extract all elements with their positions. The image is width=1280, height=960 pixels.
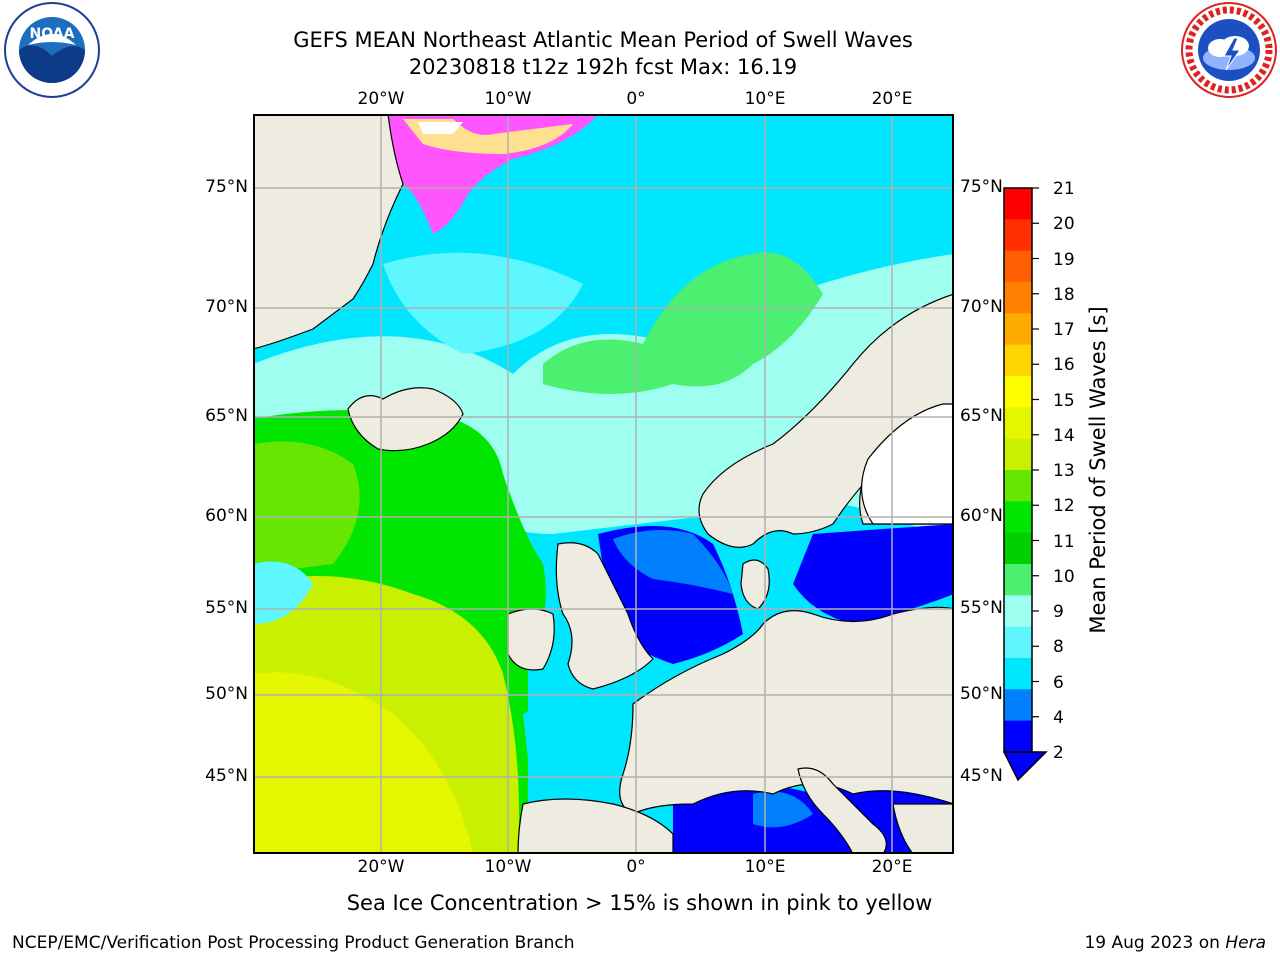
colorbar-swatch: [1004, 470, 1032, 502]
nws-logo: [1181, 2, 1277, 98]
colorbar-swatch: [1004, 720, 1032, 753]
lat-label-left: 60°N: [205, 506, 248, 526]
lon-label-bottom: 20°W: [357, 857, 405, 877]
lon-label-bottom: 10°W: [484, 857, 532, 877]
colorbar-tick-label: 15: [1053, 391, 1075, 411]
colorbar-tick-label: 18: [1053, 285, 1075, 305]
colorbar-swatch: [1004, 564, 1032, 596]
colorbar-tick-label: 13: [1053, 461, 1075, 481]
colorbar-tick-label: 8: [1053, 637, 1064, 657]
colorbar-tick-label: 19: [1053, 250, 1075, 270]
lon-label-top: 20°W: [357, 89, 405, 109]
graticule: [253, 114, 954, 854]
lon-label-top: 10°W: [484, 89, 532, 109]
lat-label-left: 45°N: [205, 766, 248, 786]
colorbar-swatch: [1004, 407, 1032, 440]
colorbar-tick-label: 11: [1053, 532, 1075, 552]
lon-label-top: 20°E: [871, 89, 913, 109]
colorbar-label: Mean Period of Swell Waves [s]: [1086, 306, 1110, 634]
ocean-swell-light-cyan: [383, 252, 583, 354]
lat-label-right: 70°N: [960, 297, 1003, 317]
lat-label-left: 75°N: [205, 177, 248, 197]
colorbar: [1002, 187, 1048, 782]
colorbar-swatch: [1004, 250, 1032, 283]
footer-date-text: 19 Aug 2023 on: [1084, 933, 1226, 953]
chart-subtitle: 20230818 t12z 192h fcst Max: 16.19: [408, 55, 798, 79]
colorbar-swatch: [1004, 313, 1032, 346]
ocean-swell-lightgreen: [253, 441, 360, 574]
land-ireland: [507, 608, 555, 671]
ocean-swell-mid-blue: [613, 530, 733, 594]
colorbar-swatch: [1004, 188, 1032, 220]
lat-label-right: 75°N: [960, 177, 1003, 197]
colorbar-tick-label: 14: [1053, 426, 1075, 446]
lat-label-right: 60°N: [960, 506, 1003, 526]
colorbar-swatch: [1004, 344, 1032, 377]
lat-label-left: 65°N: [205, 406, 248, 426]
colorbar-extend-arrow: [1002, 751, 1048, 782]
colorbar-tick-label: 21: [1053, 179, 1075, 199]
colorbar-swatch: [1004, 658, 1032, 690]
colorbar-border: [1003, 187, 1033, 753]
colorbar-swatch: [1004, 532, 1032, 565]
colorbar-tick-label: 12: [1053, 496, 1075, 516]
ocean-swell-midblue-med: [753, 791, 813, 828]
ocean-swell-cyan-biscay: [523, 700, 627, 804]
ocean-swell-blue-baltic: [793, 524, 954, 624]
colorbar-swatch: [1004, 282, 1032, 314]
chart-title: GEFS MEAN Northeast Atlantic Mean Period…: [293, 28, 913, 52]
lat-label-left: 55°N: [205, 598, 248, 618]
lon-label-bottom: 20°E: [871, 857, 913, 877]
map-border: [253, 114, 954, 854]
lat-label-right: 50°N: [960, 684, 1003, 704]
colorbar-tick-label: 2: [1053, 743, 1064, 763]
land-balkans: [892, 803, 954, 854]
land-greenland: [253, 114, 404, 350]
lon-label-top: 10°E: [744, 89, 786, 109]
footer-credit: NCEP/EMC/Verification Post Processing Pr…: [12, 933, 575, 953]
land-italy: [797, 767, 887, 854]
land-denmark: [740, 559, 770, 610]
ocean-swell-yellow-bright: [253, 672, 473, 854]
lat-label-right: 65°N: [960, 406, 1003, 426]
sea-ice-white: [418, 122, 463, 134]
sea-ice-note: Sea Ice Concentration > 15% is shown in …: [346, 891, 933, 915]
land-iberia: [517, 798, 674, 854]
colorbar-swatch: [1004, 689, 1032, 722]
colorbar-tick-label: 16: [1053, 355, 1075, 375]
lat-label-right: 45°N: [960, 766, 1003, 786]
lat-label-left: 50°N: [205, 684, 248, 704]
colorbar-swatch: [1004, 438, 1032, 471]
footer-machine: Hera: [1225, 933, 1266, 953]
colorbar-swatch: [1004, 501, 1032, 534]
noaa-logo: NOAA: [4, 2, 100, 98]
ocean-swell-green: [543, 252, 823, 394]
colorbar-swatch: [1004, 595, 1032, 628]
colorbar-tick-label: 20: [1053, 214, 1075, 234]
colorbar-tick-label: 10: [1053, 567, 1075, 587]
lon-label-top: 0°: [626, 89, 646, 109]
colorbar-tick-label: 9: [1053, 602, 1064, 622]
footer-date: 19 Aug 2023 on Hera: [1084, 933, 1266, 953]
land-britain: [555, 542, 654, 690]
lon-label-bottom: 0°: [626, 857, 646, 877]
colorbar-swatch: [1004, 376, 1032, 408]
colorbar-swatch: [1004, 626, 1032, 659]
colorbar-tick-label: 6: [1053, 673, 1064, 693]
lon-label-bottom: 10°E: [744, 857, 786, 877]
colorbar-swatch: [1004, 219, 1032, 252]
colorbar-tick-label: 17: [1053, 320, 1075, 340]
map-panel: [253, 114, 954, 854]
colorbar-tick-label: 4: [1053, 708, 1064, 728]
svg-text:NOAA: NOAA: [30, 26, 75, 42]
lat-label-left: 70°N: [205, 297, 248, 317]
lat-label-right: 55°N: [960, 598, 1003, 618]
land-iceland: [347, 387, 464, 452]
